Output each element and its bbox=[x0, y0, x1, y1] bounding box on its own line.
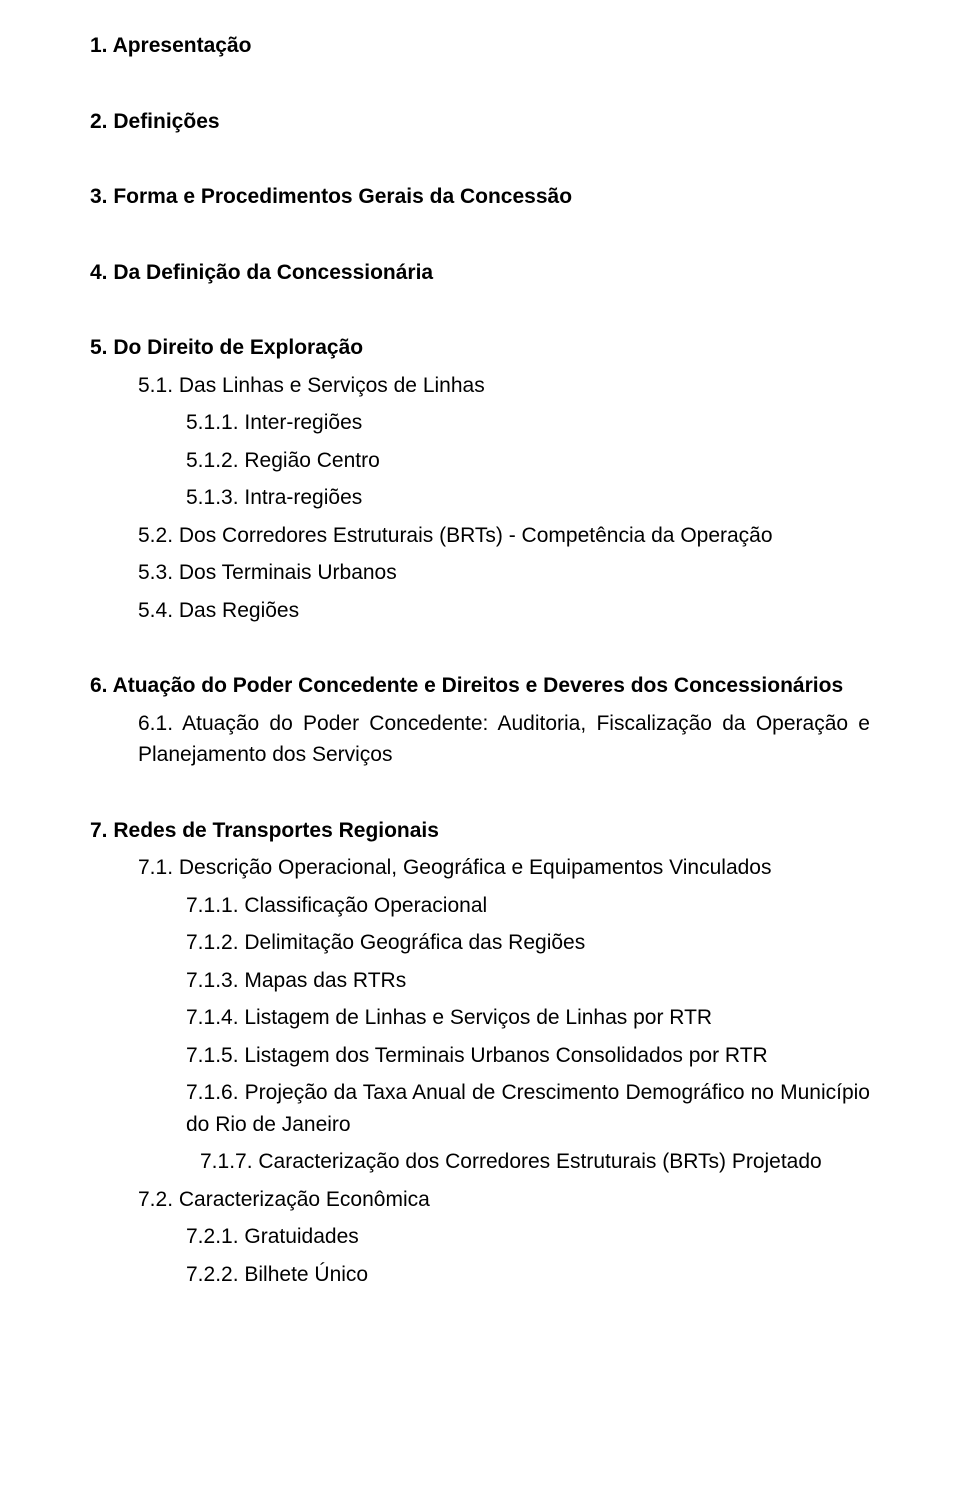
toc-entry: 1. Apresentação bbox=[90, 30, 870, 62]
toc-entry: 7.1.3. Mapas das RTRs bbox=[186, 965, 870, 997]
toc-entry: 5.1. Das Linhas e Serviços de Linhas bbox=[138, 370, 870, 402]
toc-entry: 5.1.2. Região Centro bbox=[186, 445, 870, 477]
toc-entry: 3. Forma e Procedimentos Gerais da Conce… bbox=[90, 181, 870, 213]
toc-entry: 5.4. Das Regiões bbox=[138, 595, 870, 627]
toc-entry: 7.1.6. Projeção da Taxa Anual de Crescim… bbox=[186, 1077, 870, 1140]
toc-entry: 7.1.5. Listagem dos Terminais Urbanos Co… bbox=[186, 1040, 870, 1072]
toc-entry: 7.2.1. Gratuidades bbox=[186, 1221, 870, 1253]
toc-entry: 5. Do Direito de Exploração bbox=[90, 332, 870, 364]
toc-entry: 7.2.2. Bilhete Único bbox=[186, 1259, 870, 1291]
toc-entry: 4. Da Definição da Concessionária bbox=[90, 257, 870, 289]
toc-entry: 5.2. Dos Corredores Estruturais (BRTs) -… bbox=[138, 520, 870, 552]
toc-entry: 6. Atuação do Poder Concedente e Direito… bbox=[90, 670, 870, 702]
toc-entry: 7.1.1. Classificação Operacional bbox=[186, 890, 870, 922]
table-of-contents: 1. Apresentação 2. Definições 3. Forma e P… bbox=[90, 30, 870, 1290]
toc-entry: 5.1.3. Intra-regiões bbox=[186, 482, 870, 514]
toc-entry: 7.1.7. Caracterização dos Corredores Est… bbox=[200, 1146, 870, 1178]
toc-entry: 7.2. Caracterização Econômica bbox=[138, 1184, 870, 1216]
toc-entry: 2. Definições bbox=[90, 106, 870, 138]
toc-entry: 6.1. Atuação do Poder Concedente: Audito… bbox=[138, 708, 870, 771]
toc-entry: 7. Redes de Transportes Regionais bbox=[90, 815, 870, 847]
toc-entry: 5.1.1. Inter-regiões bbox=[186, 407, 870, 439]
toc-entry: 5.3. Dos Terminais Urbanos bbox=[138, 557, 870, 589]
toc-entry: 7.1.4. Listagem de Linhas e Serviços de … bbox=[186, 1002, 870, 1034]
toc-entry: 7.1. Descrição Operacional, Geográfica e… bbox=[138, 852, 870, 884]
toc-entry: 7.1.2. Delimitação Geográfica das Regiõe… bbox=[186, 927, 870, 959]
